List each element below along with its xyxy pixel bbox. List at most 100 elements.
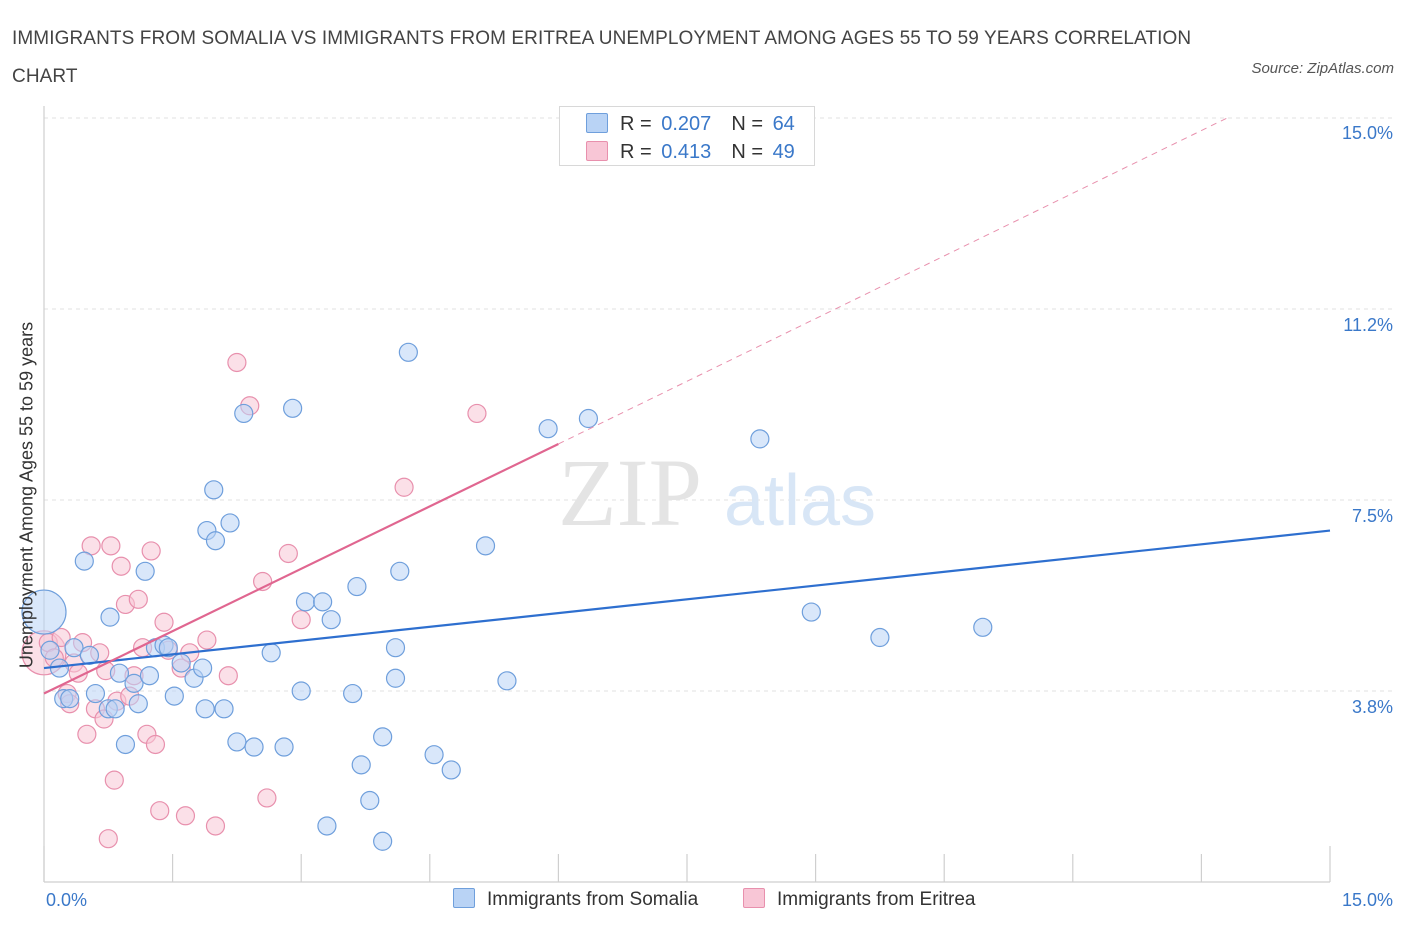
source-label: Source: ZipAtlas.com xyxy=(1251,60,1394,77)
eritrea-point xyxy=(145,734,166,755)
somalia-point xyxy=(21,589,67,635)
somalia-point xyxy=(100,607,120,627)
somalia-point xyxy=(64,638,84,658)
somalia-point xyxy=(801,602,821,622)
somalia-point xyxy=(40,640,60,660)
eritrea-point xyxy=(154,612,174,632)
somalia-point xyxy=(128,694,148,714)
eritrea-point xyxy=(278,543,298,564)
eritrea-point xyxy=(197,630,217,650)
somalia-point xyxy=(227,732,247,752)
legend-n-label: N = xyxy=(731,113,769,135)
somalia-point xyxy=(578,408,599,429)
eritrea-swatch xyxy=(586,141,608,161)
somalia-point xyxy=(164,686,184,706)
legend-r-label: R = xyxy=(620,141,658,163)
y-tick-label: 3.8% xyxy=(1351,697,1393,717)
somalia-legend-label: Immigrants from Somalia xyxy=(487,889,699,910)
somalia-point xyxy=(351,755,371,775)
eritrea-point xyxy=(104,770,124,790)
somalia-point xyxy=(295,592,316,612)
eritrea-point xyxy=(394,477,414,497)
somalia-point xyxy=(135,561,155,581)
eritrea-trend-extension xyxy=(558,117,1228,445)
legend-item-somalia: Immigrants from Somalia xyxy=(453,888,698,911)
somalia-point xyxy=(973,617,993,637)
eritrea-n-value: 49 xyxy=(772,141,795,163)
somalia-point xyxy=(234,403,254,424)
somalia-point xyxy=(373,831,393,851)
somalia-point xyxy=(441,760,461,780)
eritrea-point xyxy=(101,536,121,556)
eritrea-point xyxy=(467,403,487,424)
eritrea-point xyxy=(205,816,226,836)
somalia-point xyxy=(244,737,264,757)
somalia-point xyxy=(291,681,311,701)
somalia-point xyxy=(424,745,444,765)
somalia-point xyxy=(195,699,215,719)
watermark-atlas: atlas xyxy=(724,461,876,541)
somalia-point xyxy=(390,561,410,581)
somalia-point xyxy=(158,638,178,658)
legend-row-eritrea: R = 0.413 N = 49 xyxy=(586,141,795,165)
watermark-zip: ZIP xyxy=(558,439,702,546)
eritrea-point xyxy=(227,352,247,373)
y-axis-label: Unemployment Among Ages 55 to 59 years xyxy=(16,321,37,669)
somalia-point xyxy=(205,531,226,551)
x-tick-label: 15.0% xyxy=(1341,890,1393,910)
somalia-point xyxy=(274,737,294,757)
eritrea-legend-swatch xyxy=(743,888,765,908)
somalia-point xyxy=(139,666,160,686)
somalia-swatch xyxy=(586,113,608,133)
somalia-point xyxy=(85,683,106,704)
eritrea-point xyxy=(291,610,311,630)
eritrea-point xyxy=(51,627,71,648)
somalia-point xyxy=(283,398,303,418)
eritrea-point xyxy=(257,788,277,808)
somalia-point xyxy=(261,643,281,663)
x-tick-label: 0.0% xyxy=(46,890,88,910)
somalia-point xyxy=(750,429,770,449)
somalia-point xyxy=(385,638,406,658)
eritrea-r-value: 0.413 xyxy=(661,141,712,163)
somalia-r-value: 0.207 xyxy=(661,113,712,135)
somalia-point xyxy=(313,592,333,612)
legend-item-eritrea: Immigrants from Eritrea xyxy=(743,888,975,911)
somalia-point xyxy=(214,699,234,719)
eritrea-point xyxy=(175,806,196,826)
somalia-trend-line xyxy=(43,529,1331,670)
somalia-point xyxy=(321,610,341,630)
somalia-point xyxy=(398,342,418,362)
somalia-point xyxy=(60,689,80,709)
somalia-point xyxy=(317,816,337,836)
somalia-point xyxy=(79,645,100,665)
somalia-legend-swatch xyxy=(453,888,475,908)
somalia-n-value: 64 xyxy=(772,113,795,135)
somalia-point xyxy=(74,551,94,571)
legend-row-somalia: R = 0.207 N = 64 xyxy=(586,113,795,137)
eritrea-point xyxy=(141,541,161,561)
chart-title: IMMIGRANTS FROM SOMALIA VS IMMIGRANTS FR… xyxy=(12,28,1192,87)
somalia-point xyxy=(105,699,125,719)
y-tick-label: 15.0% xyxy=(1341,123,1393,143)
eritrea-point xyxy=(111,556,131,576)
somalia-point xyxy=(497,671,517,691)
eritrea-point xyxy=(128,589,148,609)
somalia-point xyxy=(538,419,558,439)
somalia-point xyxy=(343,683,363,704)
legend-n-label: N = xyxy=(731,141,769,163)
somalia-point xyxy=(870,627,890,648)
somalia-point xyxy=(373,727,393,747)
stats-legend: R = 0.207 N = 64 R = 0.413 N = 49 xyxy=(559,106,815,166)
somalia-point xyxy=(385,668,406,688)
somalia-point xyxy=(193,658,213,678)
eritrea-point xyxy=(98,829,118,849)
somalia-point xyxy=(124,673,144,693)
somalia-point xyxy=(220,513,240,533)
somalia-point xyxy=(109,663,130,683)
somalia-point xyxy=(360,790,380,811)
legend-r-label: R = xyxy=(620,113,658,135)
y-tick-label: 7.5% xyxy=(1351,506,1393,526)
eritrea-point xyxy=(150,801,170,821)
